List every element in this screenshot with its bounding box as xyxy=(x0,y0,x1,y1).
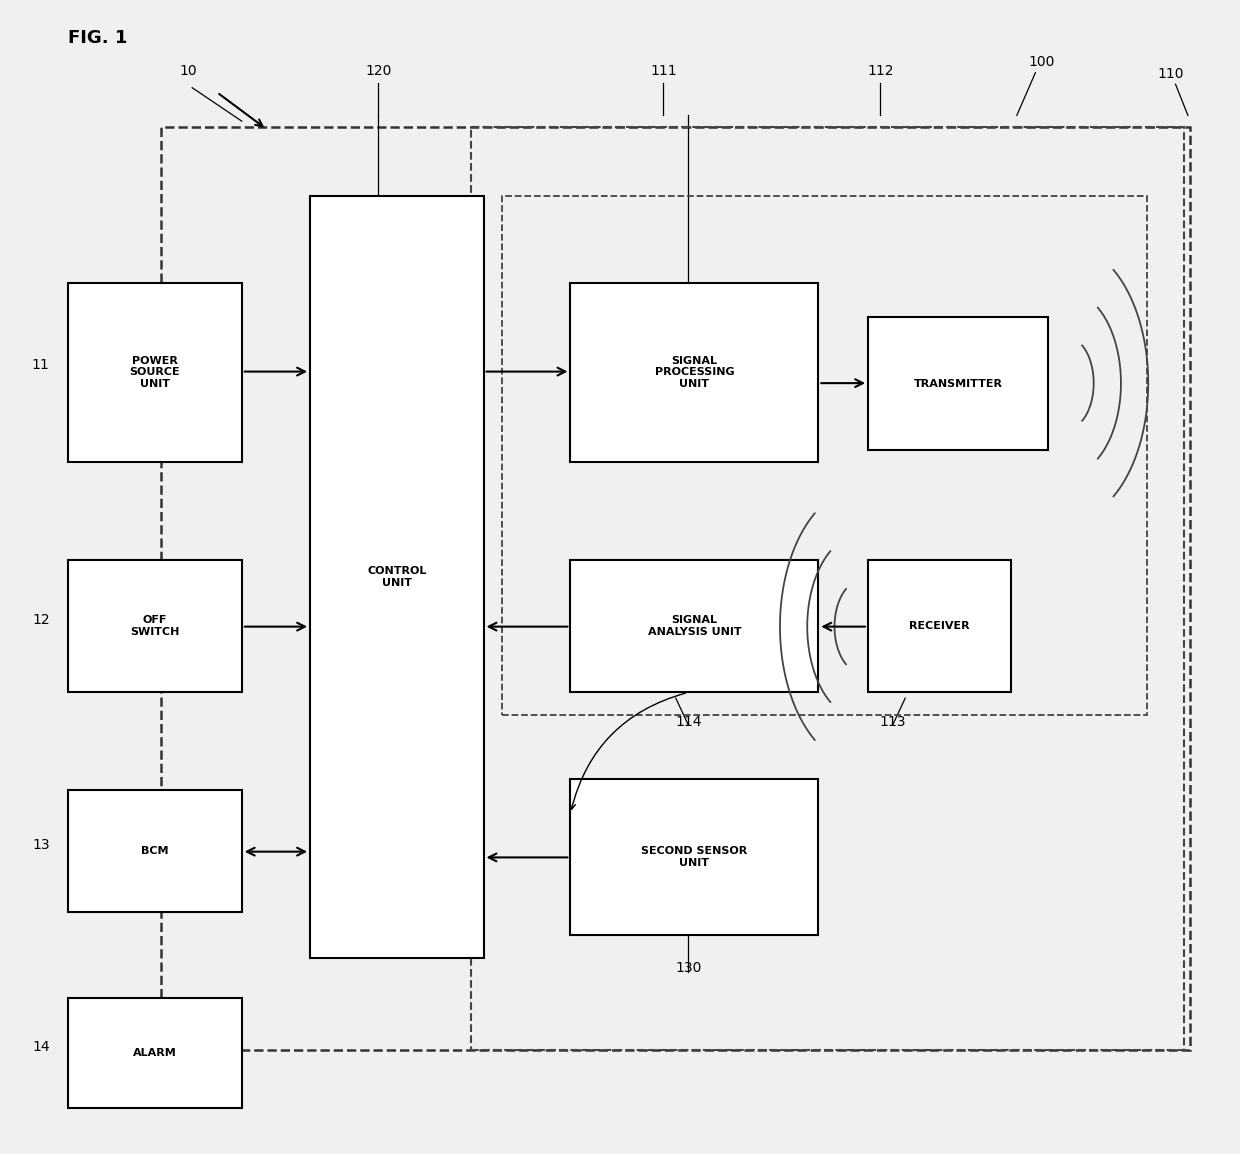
Text: FIG. 1: FIG. 1 xyxy=(68,29,128,47)
FancyBboxPatch shape xyxy=(310,196,484,958)
Text: RECEIVER: RECEIVER xyxy=(909,621,970,631)
Text: 13: 13 xyxy=(32,838,50,852)
Text: 120: 120 xyxy=(365,65,392,78)
FancyBboxPatch shape xyxy=(68,790,242,912)
Text: SIGNAL
PROCESSING
UNIT: SIGNAL PROCESSING UNIT xyxy=(655,355,734,389)
Text: 114: 114 xyxy=(675,715,702,729)
Text: 14: 14 xyxy=(32,1040,50,1054)
FancyBboxPatch shape xyxy=(68,560,242,692)
FancyBboxPatch shape xyxy=(570,560,818,692)
Text: 112: 112 xyxy=(867,65,894,78)
Text: 113: 113 xyxy=(879,715,906,729)
Text: 111: 111 xyxy=(650,65,677,78)
Text: CONTROL
UNIT: CONTROL UNIT xyxy=(367,567,427,587)
Text: OFF
SWITCH: OFF SWITCH xyxy=(130,615,180,637)
Text: SIGNAL
ANALYSIS UNIT: SIGNAL ANALYSIS UNIT xyxy=(647,615,742,637)
Text: BCM: BCM xyxy=(141,846,169,856)
FancyBboxPatch shape xyxy=(68,283,242,462)
FancyBboxPatch shape xyxy=(570,283,818,462)
Text: TRANSMITTER: TRANSMITTER xyxy=(914,379,1002,389)
FancyBboxPatch shape xyxy=(68,998,242,1108)
FancyBboxPatch shape xyxy=(868,560,1011,692)
Text: POWER
SOURCE
UNIT: POWER SOURCE UNIT xyxy=(130,355,180,389)
FancyBboxPatch shape xyxy=(868,317,1048,450)
Text: 130: 130 xyxy=(675,961,702,975)
Text: 12: 12 xyxy=(32,613,50,627)
Text: 10: 10 xyxy=(180,65,197,78)
Text: SECOND SENSOR
UNIT: SECOND SENSOR UNIT xyxy=(641,846,748,868)
Text: 110: 110 xyxy=(1158,67,1184,81)
Text: 100: 100 xyxy=(1028,55,1055,69)
FancyBboxPatch shape xyxy=(570,779,818,935)
Text: ALARM: ALARM xyxy=(133,1048,177,1058)
Text: 11: 11 xyxy=(32,358,50,372)
